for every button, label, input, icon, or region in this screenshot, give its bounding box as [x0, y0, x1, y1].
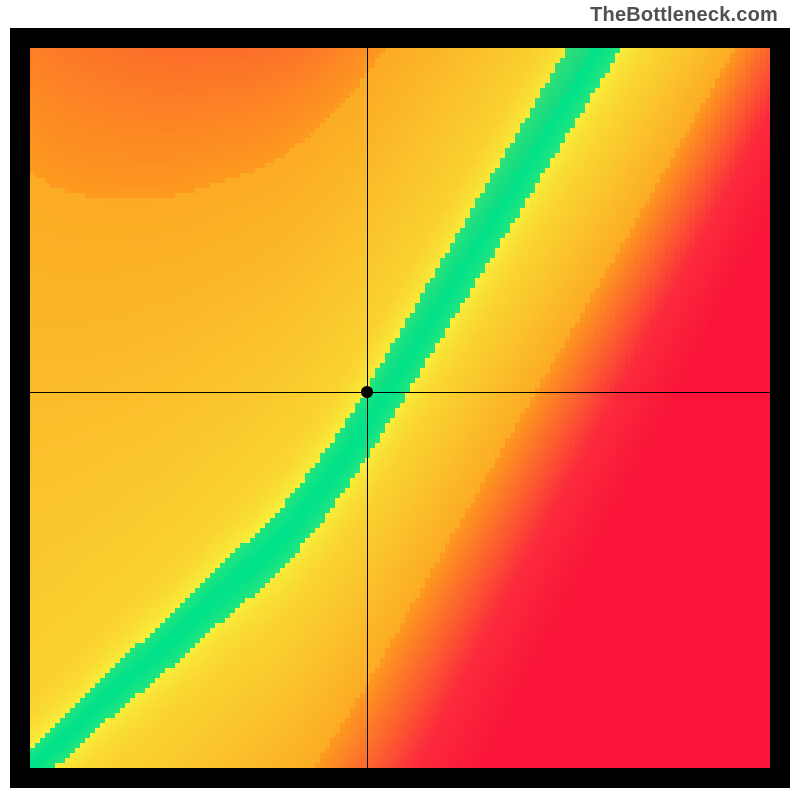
heatmap-canvas: [30, 48, 770, 768]
crosshair-horizontal: [30, 392, 770, 393]
crosshair-vertical: [367, 48, 368, 768]
chart-frame: [10, 28, 790, 788]
data-point-marker: [361, 386, 373, 398]
watermark-text: TheBottleneck.com: [590, 4, 778, 27]
page-root: TheBottleneck.com: [0, 0, 800, 800]
plot-area: [30, 48, 770, 768]
